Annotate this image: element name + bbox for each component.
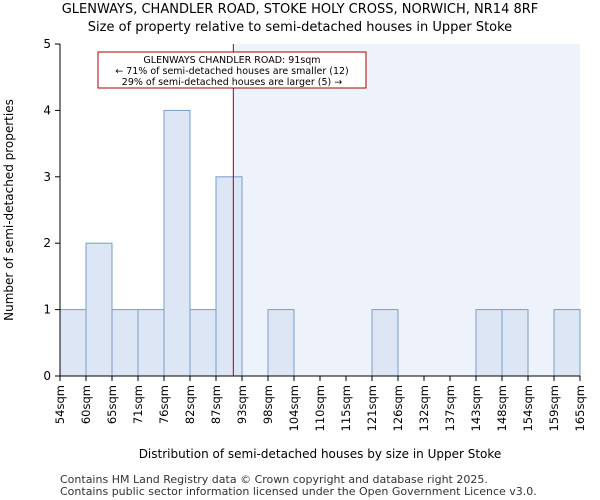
x-tick-label: 98sqm [261, 385, 275, 424]
x-tick-label: 143sqm [469, 385, 483, 431]
x-tick-label: 126sqm [391, 385, 405, 431]
x-tick-label: 60sqm [79, 385, 93, 424]
y-tick-label: 2 [43, 236, 51, 250]
x-tick-label: 165sqm [573, 385, 587, 431]
x-tick-label: 110sqm [313, 385, 327, 431]
x-tick-label: 154sqm [521, 385, 535, 431]
annotation-line-1: GLENWAYS CHANDLER ROAD: 91sqm [143, 55, 320, 66]
x-tick-label: 87sqm [209, 385, 223, 424]
y-tick-label: 1 [43, 303, 51, 317]
x-tick-label: 93sqm [235, 385, 249, 424]
annotation-box [97, 51, 367, 89]
histogram-bar [59, 309, 87, 377]
x-tick-label: 148sqm [495, 385, 509, 431]
chart-title: GLENWAYS, CHANDLER ROAD, STOKE HOLY CROS… [61, 2, 539, 17]
chart-subtitle: Size of property relative to semi-detach… [87, 20, 513, 35]
x-tick-label: 121sqm [365, 385, 379, 431]
histogram-bar [475, 309, 503, 377]
histogram-bar [501, 309, 529, 377]
x-tick-label: 65sqm [105, 385, 119, 424]
y-tick-label: 5 [43, 37, 51, 51]
histogram-bar [111, 309, 139, 377]
histogram-bar [215, 176, 243, 377]
x-tick-label: 71sqm [131, 385, 145, 424]
histogram-bar [189, 309, 217, 377]
annotation-line-3: 29% of semi-detached houses are larger (… [122, 77, 342, 88]
x-tick-label: 54sqm [53, 385, 67, 424]
x-tick-label: 132sqm [417, 385, 431, 431]
x-tick-label: 76sqm [157, 385, 171, 424]
histogram-bar [163, 109, 191, 377]
annotation-line-2: ← 71% of semi-detached houses are smalle… [115, 66, 349, 77]
y-axis-label: Number of semi-detached properties [2, 99, 16, 321]
y-tick-label: 4 [43, 103, 51, 117]
histogram-bar [137, 309, 165, 377]
histogram-bar [371, 309, 399, 377]
x-tick-label: 137sqm [443, 385, 457, 431]
histogram-bar [85, 242, 113, 377]
histogram-bar [553, 309, 581, 377]
x-axis-label: Distribution of semi-detached houses by … [139, 447, 502, 461]
y-tick-label: 3 [43, 170, 51, 184]
x-tick-label: 115sqm [339, 385, 353, 431]
footer-licence: Contains public sector information licen… [60, 485, 537, 498]
y-tick-label: 0 [43, 369, 51, 383]
histogram-bar [267, 309, 295, 377]
footer-copyright: Contains HM Land Registry data © Crown c… [60, 473, 488, 486]
x-tick-label: 82sqm [183, 385, 197, 424]
x-tick-label: 159sqm [547, 385, 561, 431]
x-tick-label: 104sqm [287, 385, 301, 431]
